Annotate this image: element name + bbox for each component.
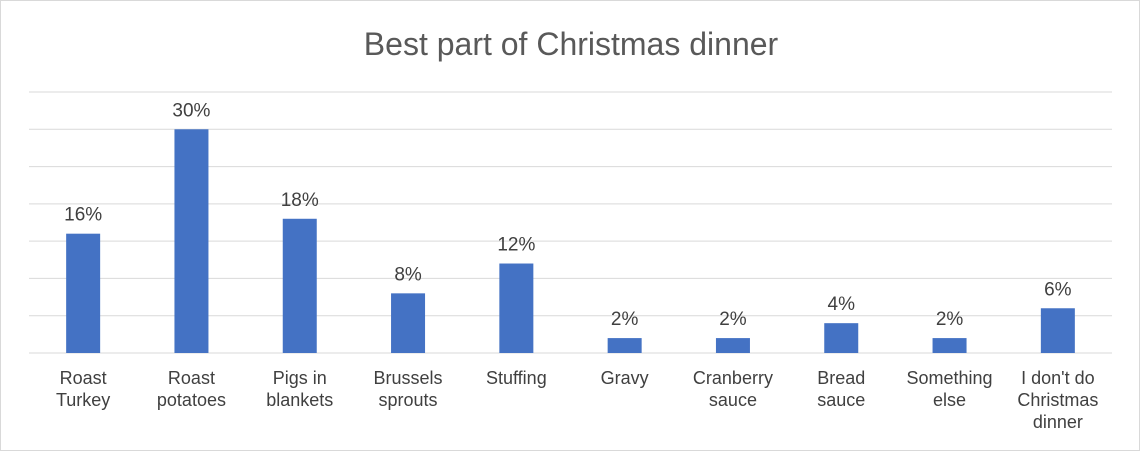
category-label-line: dinner: [1033, 412, 1083, 432]
category-label-line: Cranberry: [693, 368, 773, 388]
data-label: 30%: [172, 100, 210, 121]
category-label-line: Roast: [168, 368, 215, 388]
category-label-line: sauce: [817, 390, 865, 410]
category-label-line: Pigs in: [273, 368, 327, 388]
category-label: Brussels sprouts: [374, 368, 443, 410]
category-label-line: Turkey: [56, 390, 110, 410]
data-label: 8%: [394, 264, 422, 285]
bar: [391, 293, 426, 353]
category-label-line: Brussels: [374, 368, 443, 388]
data-label: 6%: [1044, 279, 1072, 300]
category-label: Cranberry sauce: [693, 368, 773, 410]
data-label: 2%: [719, 309, 747, 330]
data-label: 4%: [828, 294, 856, 315]
category-label: Roast potatoes: [157, 368, 226, 410]
category-label-line: Roast: [60, 368, 107, 388]
category-label-line: blankets: [266, 390, 333, 410]
bar: [715, 338, 750, 353]
category-label-line: sauce: [709, 390, 757, 410]
gridlines: [29, 91, 1112, 354]
bars: [66, 129, 1075, 353]
bar: [607, 338, 642, 353]
bar: [282, 218, 317, 353]
category-label: I don't do Christmas dinner: [1017, 368, 1098, 432]
category-label-line: Gravy: [601, 368, 649, 388]
category-label-line: Christmas: [1017, 390, 1098, 410]
data-label: 18%: [281, 190, 319, 211]
bar: [174, 129, 209, 353]
data-label: 2%: [611, 309, 639, 330]
data-labels: 16% 30% 18% 8% 12% 2% 2% 4% 2% 6%: [64, 100, 1072, 330]
data-label: 2%: [936, 309, 964, 330]
bar: [1040, 308, 1075, 353]
category-label: Something else: [907, 368, 993, 410]
data-label: 16%: [64, 205, 102, 226]
bar: [824, 323, 859, 353]
bar: [932, 338, 967, 353]
category-label: Gravy: [601, 368, 649, 388]
category-label-line: Bread: [817, 368, 865, 388]
category-label-line: sprouts: [379, 390, 438, 410]
bar: [499, 263, 534, 353]
bar: [66, 233, 101, 353]
category-label: Bread sauce: [817, 368, 865, 410]
category-label: Pigs in blankets: [266, 368, 333, 410]
category-label-line: I don't do: [1021, 368, 1095, 388]
category-label: Stuffing: [486, 368, 547, 388]
category-label-line: potatoes: [157, 390, 226, 410]
category-label-line: Stuffing: [486, 368, 547, 388]
chart-title: Best part of Christmas dinner: [364, 26, 779, 62]
category-label-line: Something: [907, 368, 993, 388]
data-label: 12%: [497, 235, 535, 256]
category-label: Roast Turkey: [56, 368, 110, 410]
category-label-line: else: [933, 390, 966, 410]
